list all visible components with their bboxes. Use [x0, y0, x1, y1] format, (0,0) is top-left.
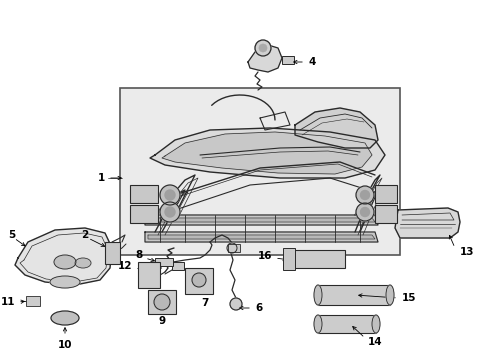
Circle shape [356, 186, 374, 204]
Circle shape [230, 298, 242, 310]
Text: 5: 5 [8, 230, 16, 240]
Bar [290, 250, 345, 268]
Bar [318, 285, 390, 305]
Circle shape [165, 190, 175, 200]
Circle shape [154, 294, 170, 310]
Ellipse shape [372, 315, 380, 333]
Bar [130, 205, 158, 223]
Bar [282, 56, 294, 64]
Bar [120, 88, 400, 255]
Text: 10: 10 [58, 340, 72, 350]
Polygon shape [395, 208, 460, 238]
Circle shape [361, 190, 369, 199]
Bar [375, 185, 397, 203]
Bar [105, 242, 120, 264]
Bar [228, 244, 240, 252]
Text: 8: 8 [136, 250, 143, 260]
Circle shape [165, 207, 175, 217]
Ellipse shape [386, 285, 394, 305]
Text: 7: 7 [201, 298, 209, 308]
Ellipse shape [50, 276, 80, 288]
Bar [283, 248, 295, 270]
Polygon shape [295, 108, 378, 148]
Text: 15: 15 [402, 293, 416, 303]
Text: 4: 4 [308, 57, 316, 67]
Bar [185, 268, 213, 294]
Circle shape [160, 185, 180, 205]
Bar [26, 296, 40, 306]
Ellipse shape [314, 315, 322, 333]
Polygon shape [162, 132, 372, 174]
Bar [155, 258, 173, 266]
Text: 9: 9 [158, 316, 166, 326]
Polygon shape [15, 228, 112, 285]
Text: 1: 1 [98, 173, 105, 183]
Polygon shape [145, 232, 378, 242]
Circle shape [192, 273, 206, 287]
Circle shape [160, 202, 180, 222]
Text: 14: 14 [368, 337, 383, 347]
Ellipse shape [75, 258, 91, 268]
Ellipse shape [314, 285, 322, 305]
Polygon shape [148, 218, 375, 222]
Bar [375, 205, 397, 223]
Circle shape [227, 243, 237, 253]
Text: 16: 16 [258, 251, 272, 261]
Text: 6: 6 [255, 303, 262, 313]
Bar [172, 262, 184, 270]
Circle shape [259, 44, 267, 52]
Polygon shape [145, 215, 378, 225]
Bar [138, 262, 160, 288]
Bar [318, 315, 376, 333]
Ellipse shape [51, 311, 79, 325]
Circle shape [361, 207, 369, 216]
Text: 13: 13 [460, 247, 474, 257]
Text: 3: 3 [138, 263, 145, 273]
Text: 12: 12 [118, 261, 132, 271]
Text: 11: 11 [0, 297, 15, 307]
Circle shape [356, 203, 374, 221]
Polygon shape [150, 128, 385, 178]
Polygon shape [148, 235, 375, 239]
Ellipse shape [54, 255, 76, 269]
Text: 2: 2 [81, 230, 89, 240]
Bar [148, 290, 176, 314]
Circle shape [255, 40, 271, 56]
Polygon shape [248, 45, 282, 72]
Bar [130, 185, 158, 203]
